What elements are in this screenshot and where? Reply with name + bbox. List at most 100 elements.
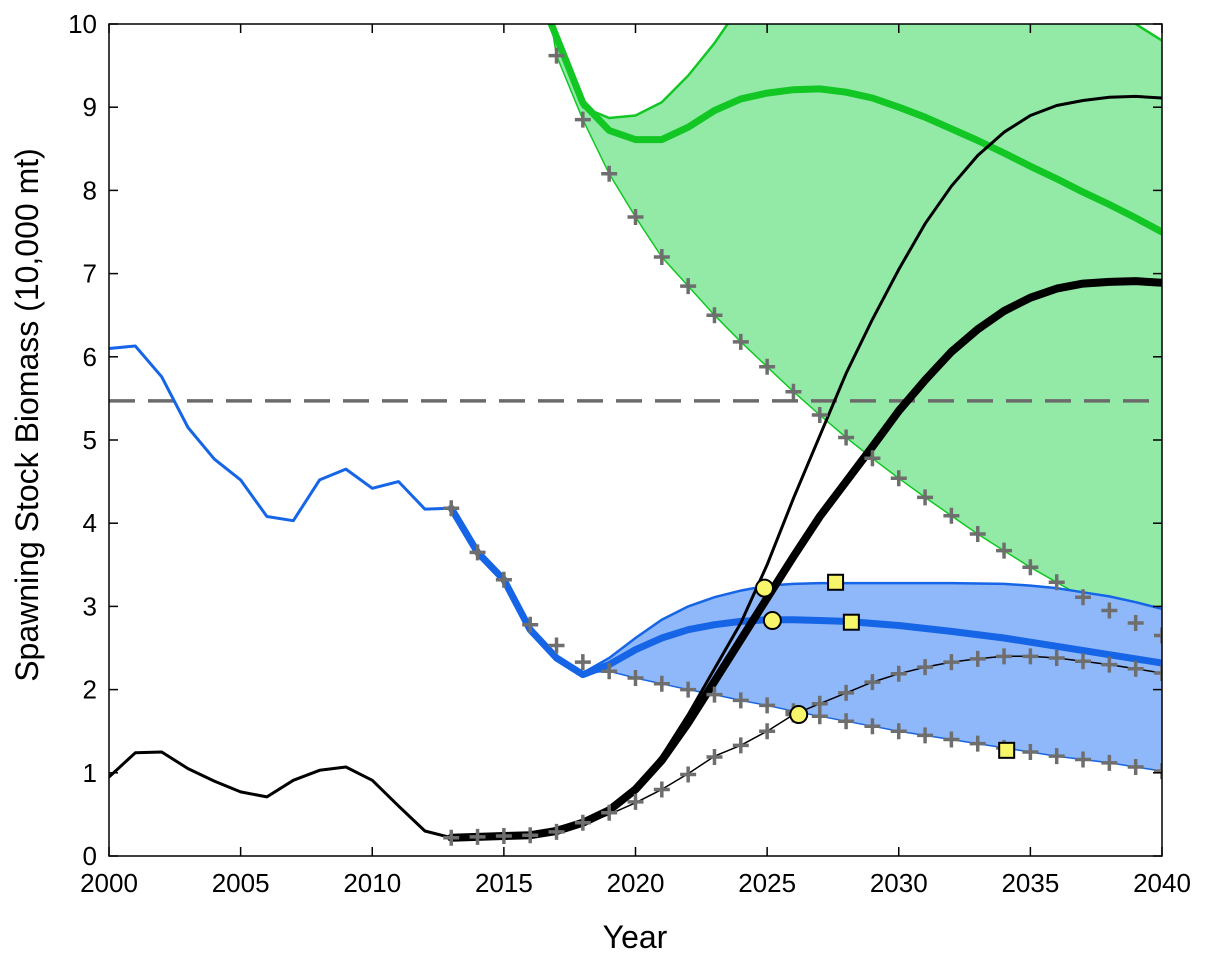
series-line-3 <box>109 750 453 840</box>
plus-marker <box>864 450 881 467</box>
plus-marker <box>943 731 960 748</box>
plus-marker <box>1154 664 1162 681</box>
plus-marker <box>1101 656 1118 673</box>
plus-marker <box>732 737 749 754</box>
plus-marker <box>1075 589 1092 606</box>
plus-marker <box>943 654 960 671</box>
plus-marker <box>601 804 618 821</box>
plus-marker <box>680 681 697 698</box>
y-tick-label: 7 <box>83 259 97 289</box>
plus-marker <box>996 648 1013 665</box>
plus-marker <box>653 781 670 798</box>
y-tick-label: 5 <box>83 425 97 455</box>
plus-marker <box>1048 649 1065 666</box>
series-line-1 <box>447 504 1162 679</box>
plus-marker <box>943 507 960 524</box>
plus-marker <box>1127 758 1144 775</box>
plus-marker <box>838 429 855 446</box>
circle-marker <box>762 611 782 631</box>
plus-marker <box>759 697 776 714</box>
band-upper2-green <box>1135 24 1162 42</box>
plus-marker <box>1101 602 1118 619</box>
plus-marker <box>1022 559 1039 576</box>
y-tick-label: 0 <box>83 841 97 871</box>
plus-marker <box>864 718 881 735</box>
x-tick-label: 2025 <box>738 868 796 898</box>
plus-marker <box>680 766 697 783</box>
series-line-4 <box>447 277 1162 842</box>
plus-marker <box>627 209 644 226</box>
plus-marker <box>601 165 618 182</box>
plus-marker <box>917 659 934 676</box>
plus-marker <box>969 526 986 543</box>
plus-marker <box>996 542 1013 559</box>
x-axis-title: Year <box>603 919 668 955</box>
series-line-6 <box>450 655 1162 839</box>
x-tick-label: 2035 <box>1001 868 1059 898</box>
plus-marker <box>522 616 539 633</box>
plus-marker <box>574 654 591 671</box>
y-tick-label: 10 <box>68 9 97 39</box>
y-tick-label: 8 <box>83 175 97 205</box>
plus-marker <box>1022 648 1039 665</box>
y-tick-label: 9 <box>83 92 97 122</box>
circle-marker <box>754 578 774 598</box>
plus-marker <box>1048 748 1065 765</box>
plus-marker <box>548 823 565 840</box>
plus-marker <box>1154 627 1162 644</box>
plus-marker <box>548 637 565 654</box>
plus-marker <box>469 544 486 561</box>
x-tick-label: 2015 <box>475 868 533 898</box>
x-tick-label: 2030 <box>870 868 928 898</box>
plus-marker <box>838 684 855 701</box>
plus-marker <box>680 278 697 295</box>
plus-marker <box>759 723 776 740</box>
plus-marker <box>469 828 486 845</box>
plus-marker <box>1154 763 1162 780</box>
plus-marker <box>811 407 828 424</box>
circle-marker <box>789 705 809 725</box>
plus-marker <box>601 663 618 680</box>
square-marker <box>998 741 1016 759</box>
plus-marker <box>917 727 934 744</box>
plus-marker <box>627 793 644 810</box>
y-tick-label: 1 <box>83 758 97 788</box>
plus-marker <box>1127 660 1144 677</box>
plus-marker <box>706 307 723 324</box>
plus-marker <box>495 828 512 845</box>
square-marker <box>827 573 845 591</box>
plus-marker <box>917 489 934 506</box>
y-tick-label: 4 <box>83 508 97 538</box>
y-tick-label: 6 <box>83 342 97 372</box>
x-tick-label: 2005 <box>212 868 270 898</box>
plus-marker <box>548 47 565 64</box>
plus-marker <box>969 650 986 667</box>
plus-marker <box>1048 574 1065 591</box>
plus-marker <box>732 692 749 709</box>
plus-marker <box>443 829 460 846</box>
plus-marker <box>706 686 723 703</box>
plus-marker <box>1075 751 1092 768</box>
x-tick-label: 2010 <box>343 868 401 898</box>
square-marker <box>842 613 860 631</box>
plus-marker <box>838 713 855 730</box>
plus-marker <box>732 333 749 350</box>
plus-marker <box>890 723 907 740</box>
plus-marker <box>443 500 460 517</box>
plus-marker <box>890 470 907 487</box>
x-tick-label: 2000 <box>80 868 138 898</box>
plus-marker <box>864 674 881 691</box>
axis-ticks: 2000 2005 2010 2015 2020 2025 2030 2035 2040 0 1 2 3… <box>68 9 1191 898</box>
plus-marker <box>522 827 539 844</box>
y-tick-label: 2 <box>83 675 97 705</box>
plus-marker <box>969 735 986 752</box>
plus-marker <box>627 669 644 686</box>
plus-marker <box>759 358 776 375</box>
plus-marker <box>785 383 802 400</box>
plus-marker <box>574 814 591 831</box>
plus-marker <box>811 695 828 712</box>
plus-marker <box>1075 653 1092 670</box>
series-line-5 <box>449 94 1162 840</box>
plus-marker <box>653 675 670 692</box>
